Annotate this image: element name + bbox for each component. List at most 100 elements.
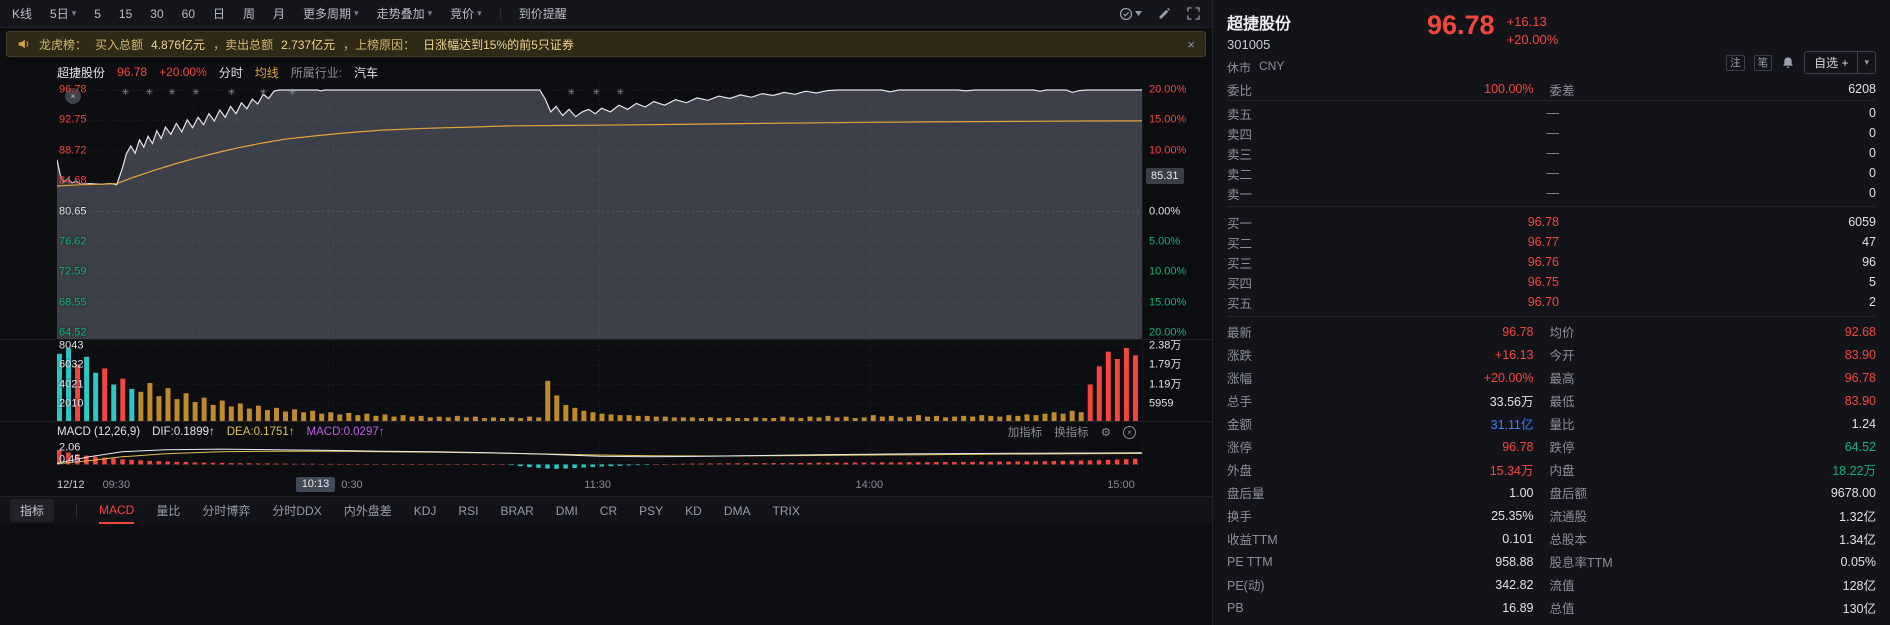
- level-qty: 0: [1869, 106, 1876, 120]
- stat-value: +16.13: [1494, 347, 1534, 362]
- legend-average[interactable]: 均线: [254, 65, 279, 80]
- weicha-value: 6208: [1848, 82, 1876, 96]
- orderbook-row[interactable]: 买一 96.78 6059: [1227, 212, 1876, 232]
- level-price[interactable]: 96.70: [1527, 295, 1559, 309]
- toolbar-item[interactable]: 更多周期 ▾: [303, 7, 359, 21]
- level-qty: 0: [1869, 186, 1876, 200]
- tab-分时ddx[interactable]: 分时DDX: [272, 504, 322, 518]
- stats-row: 涨跌 +16.13 今开 83.90: [1227, 343, 1876, 366]
- tab-量比[interactable]: 量比: [156, 504, 181, 518]
- caret-icon: ▾: [354, 8, 359, 18]
- market-status: 休市 CNY: [1227, 59, 1876, 76]
- add-watchlist-button[interactable]: 自选 +: [1814, 56, 1849, 70]
- level-price[interactable]: 96.77: [1527, 235, 1559, 249]
- tab-dma[interactable]: DMA: [723, 503, 751, 518]
- toolbar-item[interactable]: K线: [12, 7, 33, 21]
- tab-psy[interactable]: PSY: [639, 503, 664, 518]
- toolbar-item[interactable]: 60: [181, 6, 195, 21]
- orderbook-row[interactable]: 买三 96.76 96: [1227, 252, 1876, 272]
- tab-macd[interactable]: MACD: [99, 498, 135, 524]
- level-price[interactable]: 96.75: [1527, 275, 1559, 289]
- tab-分时博弈[interactable]: 分时博弈: [202, 504, 251, 518]
- price-axis-label: 84.68: [59, 174, 87, 187]
- switch-indicator-button[interactable]: 换指标: [1054, 427, 1089, 439]
- signal-filter-icon[interactable]: [1119, 7, 1142, 21]
- level-price[interactable]: —: [1546, 106, 1560, 120]
- stat-label: 跌停: [1549, 441, 1575, 455]
- amount-axis-label: 1.79万: [1149, 358, 1182, 371]
- event-marker-icon: ✳: [228, 87, 236, 97]
- alert-close-icon[interactable]: ×: [1187, 36, 1195, 52]
- level-price[interactable]: —: [1546, 146, 1560, 160]
- level-label: 卖一: [1227, 187, 1253, 202]
- draw-tool-icon[interactable]: [1158, 7, 1171, 20]
- orderbook-divider: [1227, 206, 1876, 207]
- header-pct: +20.00%: [159, 65, 207, 79]
- caret-icon: ▾: [477, 8, 482, 18]
- tab-rsi[interactable]: RSI: [458, 503, 479, 518]
- toolbar-item[interactable]: 15: [118, 6, 133, 21]
- stats-row: 换手 25.35% 流通股 1.32亿: [1227, 504, 1876, 527]
- toolbar-item[interactable]: 到价提醒: [518, 7, 567, 21]
- indicator-menu-button[interactable]: 指标: [10, 499, 55, 522]
- time-label: 11:30: [584, 479, 612, 491]
- stat-label: 盘后量: [1227, 487, 1265, 501]
- chart-float-close-button[interactable]: ×: [65, 88, 81, 104]
- speaker-icon: [18, 39, 29, 49]
- indicator-settings-gear-icon[interactable]: ⚙: [1100, 427, 1111, 439]
- toolbar-item[interactable]: 5: [94, 6, 101, 21]
- bid-levels: 买一 96.78 6059 买二 96.77 47 买三 96.76 96 买四 96.75 5 买五 9…: [1227, 212, 1876, 312]
- macd-dea-value: DEA:0.1751↑: [226, 426, 295, 438]
- fullscreen-icon[interactable]: [1187, 7, 1200, 20]
- volume-plot[interactable]: 8043 6032 4021 2010: [57, 340, 1142, 421]
- event-marker-icon: ✳: [592, 87, 600, 97]
- orderbook-row[interactable]: 买五 96.70 2: [1227, 292, 1876, 312]
- orderbook-row[interactable]: 卖三 — 0: [1227, 143, 1876, 163]
- toolbar-item[interactable]: 月: [273, 7, 286, 21]
- tab-kdj[interactable]: KDJ: [413, 503, 437, 518]
- toolbar-item[interactable]: 30: [150, 6, 164, 21]
- orderbook-row[interactable]: 卖一 — 0: [1227, 183, 1876, 203]
- add-indicator-button[interactable]: 加指标: [1007, 427, 1043, 439]
- alert-part1: 买入总额: [95, 37, 144, 52]
- toolbar-item[interactable]: 走势叠加 ▾: [376, 7, 433, 21]
- level-price[interactable]: —: [1546, 126, 1560, 140]
- tab-cr[interactable]: CR: [599, 503, 618, 518]
- stat-value: 1.00: [1509, 485, 1534, 500]
- tab-kd[interactable]: KD: [685, 503, 702, 518]
- level-price[interactable]: —: [1546, 166, 1560, 180]
- orderbook-row[interactable]: 买二 96.77 47: [1227, 232, 1876, 252]
- toolbar-divider: [499, 7, 501, 20]
- left-filler: [0, 524, 1212, 625]
- tab-trix[interactable]: TRIX: [772, 503, 800, 518]
- orderbook-row[interactable]: 卖四 — 0: [1227, 123, 1876, 143]
- industry-value[interactable]: 汽车: [354, 65, 379, 80]
- level-price[interactable]: 96.78: [1527, 215, 1559, 229]
- watchlist-caret-icon[interactable]: ▾: [1864, 57, 1869, 67]
- tab-brar[interactable]: BRAR: [500, 503, 534, 518]
- stat-value: 0.101: [1502, 531, 1534, 546]
- price-plot[interactable]: ✳ ✳ ✳ ✳ ✳ ✳ ✳ ✳ ✳ ✳ × 96.78 92.75 88.72 84.68 80.65 76…: [57, 84, 1142, 339]
- level-qty: 96: [1862, 255, 1876, 269]
- stats-row: PB 16.89 总值 130亿: [1227, 596, 1876, 619]
- indicator-close-icon[interactable]: ×: [1123, 425, 1136, 439]
- alert-bell-icon[interactable]: [1781, 56, 1795, 70]
- tab-内外盘差[interactable]: 内外盘差: [343, 504, 392, 518]
- toolbar-item[interactable]: 竞价 ▾: [450, 7, 482, 21]
- orderbook-row[interactable]: 卖二 — 0: [1227, 163, 1876, 183]
- level-price[interactable]: —: [1546, 186, 1560, 200]
- tab-dmi[interactable]: DMI: [555, 503, 578, 518]
- toolbar-item[interactable]: 周: [243, 7, 256, 21]
- price-axis-label: 76.62: [59, 235, 87, 248]
- price-change-block: +16.13 +20.00%: [1507, 12, 1559, 48]
- macd-plot[interactable]: 2.06 0.45: [57, 442, 1142, 476]
- stat-label: 涨跌: [1227, 349, 1253, 363]
- level-price[interactable]: 96.76: [1527, 255, 1559, 269]
- legend-timeshare[interactable]: 分时: [218, 65, 243, 80]
- macd-header-actions: 加指标 换指标 ⚙ ×: [1008, 424, 1136, 440]
- toolbar-item[interactable]: 5日 ▾: [50, 7, 77, 21]
- stat-label: 今开: [1549, 349, 1575, 363]
- toolbar-item[interactable]: 日: [213, 7, 226, 21]
- orderbook-row[interactable]: 买四 96.75 5: [1227, 272, 1876, 292]
- orderbook-row[interactable]: 卖五 — 0: [1227, 103, 1876, 123]
